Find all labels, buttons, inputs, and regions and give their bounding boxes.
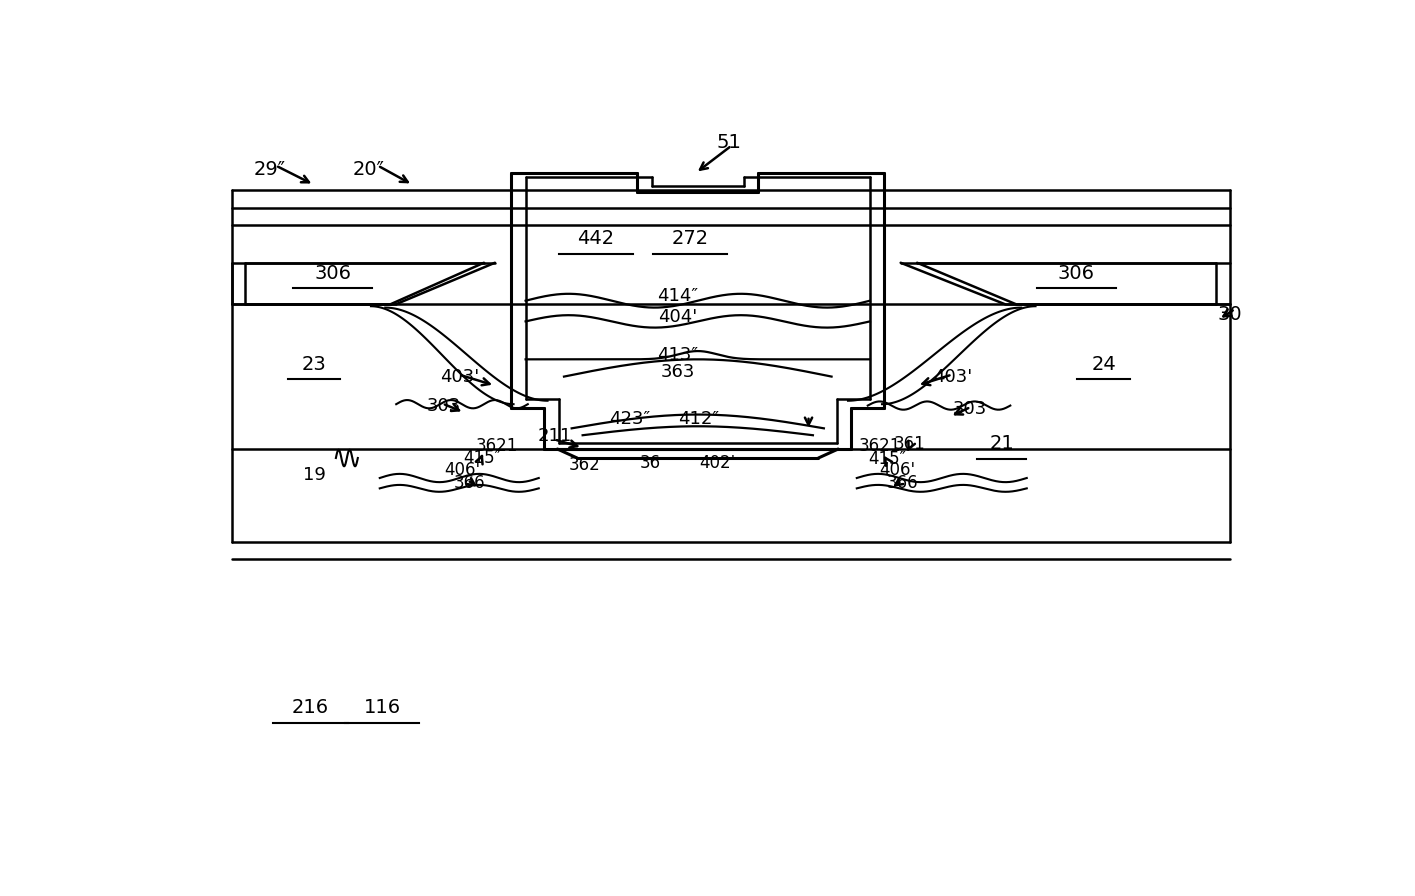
- Text: 303: 303: [952, 400, 986, 418]
- Text: 442: 442: [577, 229, 614, 248]
- Text: 116: 116: [364, 698, 400, 718]
- Text: 30: 30: [1217, 305, 1242, 324]
- Text: 29″: 29″: [255, 160, 286, 179]
- Text: 24: 24: [1091, 355, 1116, 374]
- Text: 423″: 423″: [608, 410, 651, 428]
- Text: 412″: 412″: [678, 410, 719, 428]
- Text: 363: 363: [661, 363, 695, 381]
- Text: 272: 272: [672, 229, 709, 248]
- Text: 23: 23: [301, 355, 327, 374]
- Text: 366: 366: [887, 474, 918, 492]
- Text: 20″: 20″: [352, 160, 385, 179]
- Text: 406': 406': [879, 461, 916, 478]
- Text: 36: 36: [640, 454, 661, 472]
- Text: 403': 403': [932, 367, 972, 385]
- Text: 404': 404': [658, 307, 698, 325]
- Text: 51: 51: [716, 133, 741, 151]
- Text: 361: 361: [893, 435, 925, 452]
- Text: 216: 216: [291, 698, 330, 718]
- Text: 211: 211: [538, 426, 572, 445]
- Text: 403': 403': [440, 367, 480, 385]
- Text: 21: 21: [989, 434, 1015, 453]
- Text: 3621: 3621: [475, 436, 518, 454]
- Text: 413″: 413″: [658, 346, 699, 364]
- Text: 415″: 415″: [869, 451, 907, 469]
- Text: 19: 19: [303, 466, 325, 484]
- Text: 415″: 415″: [463, 449, 501, 467]
- Text: 3621: 3621: [859, 437, 901, 455]
- Text: 414″: 414″: [658, 287, 699, 305]
- Text: 306: 306: [1057, 263, 1095, 282]
- Text: 306: 306: [314, 263, 351, 282]
- Text: 406': 406': [444, 461, 480, 478]
- Text: 362: 362: [569, 456, 601, 474]
- Text: 303: 303: [426, 397, 460, 415]
- Text: 366: 366: [454, 474, 485, 492]
- Text: 402': 402': [699, 454, 736, 472]
